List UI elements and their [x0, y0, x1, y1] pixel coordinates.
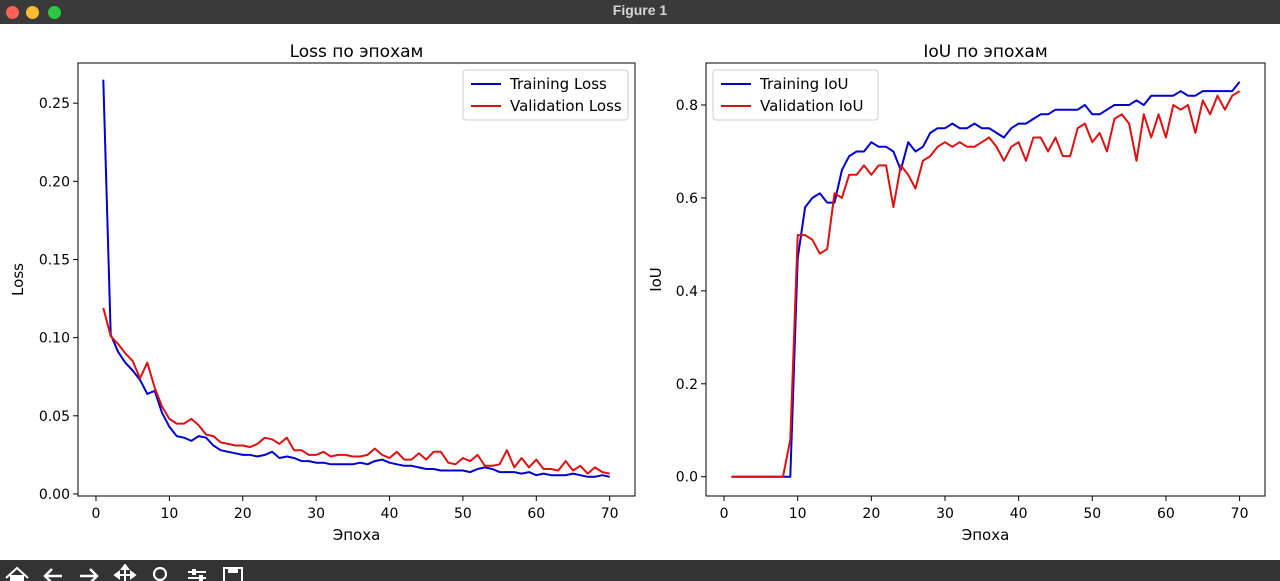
window-title: Figure 1	[612, 2, 668, 18]
iou-x-tick-label: 20	[862, 506, 880, 522]
loss-chart-title: Loss по эпохам	[290, 42, 424, 62]
iou-legend-box	[712, 69, 879, 121]
iou-axes-frame	[705, 62, 1266, 497]
loss-y-tick-label: 0.05	[39, 409, 70, 425]
loss-legend-box	[462, 69, 629, 121]
loss-y-axis-label: Loss	[9, 263, 27, 296]
matplotlib-toolbar	[0, 560, 1280, 581]
iou-y-axis-label: IoU	[647, 267, 665, 292]
iou-x-tick-label: 60	[1157, 506, 1175, 522]
loss-y-tick-label: 0.25	[39, 96, 70, 112]
iou-chart-title: IoU по эпохам	[923, 42, 1047, 62]
loss-y-tick-label: 0.20	[39, 174, 70, 190]
loss-x-tick-label: 0	[92, 506, 101, 522]
window-close-button[interactable]	[6, 6, 19, 19]
home-icon[interactable]	[4, 564, 30, 581]
zoom-icon[interactable]	[148, 564, 174, 581]
iou-y-tick-label: 0.0	[676, 470, 698, 486]
window-minimize-button[interactable]	[26, 6, 39, 19]
loss-legend-label: Training Loss	[509, 75, 607, 93]
iou-x-tick-label: 30	[936, 506, 954, 522]
iou-y-tick-label: 0.2	[676, 377, 698, 393]
loss-x-tick-label: 30	[307, 506, 325, 522]
loss-x-tick-label: 20	[234, 506, 252, 522]
loss-x-tick-label: 10	[160, 506, 178, 522]
forward-arrow-icon[interactable]	[76, 564, 102, 581]
loss-y-tick-label: 0.00	[39, 487, 70, 503]
loss-x-tick-label: 60	[527, 506, 545, 522]
loss-x-axis-label: Эпоха	[333, 526, 381, 544]
loss-axes-frame	[77, 62, 636, 497]
iou-y-tick-label: 0.6	[676, 191, 698, 207]
iou-x-tick-label: 70	[1231, 506, 1249, 522]
save-icon[interactable]	[220, 564, 246, 581]
iou-legend-label: Training IoU	[759, 75, 849, 93]
loss-y-tick-label: 0.10	[39, 331, 70, 347]
iou-y-tick-label: 0.4	[676, 284, 698, 300]
loss-x-tick-label: 70	[601, 506, 619, 522]
window-maximize-button[interactable]	[48, 6, 61, 19]
window-titlebar: Figure 1	[0, 0, 1280, 24]
iou-x-tick-label: 10	[789, 506, 807, 522]
configure-subplots-icon[interactable]	[184, 564, 210, 581]
loss-y-tick-label: 0.15	[39, 252, 70, 268]
back-arrow-icon[interactable]	[40, 564, 66, 581]
loss-legend-label: Validation Loss	[510, 97, 622, 115]
pan-icon[interactable]	[112, 564, 138, 581]
loss-series-line-1	[102, 307, 610, 475]
loss-x-tick-label: 40	[381, 506, 399, 522]
iou-x-tick-label: 50	[1083, 506, 1101, 522]
iou-legend-label: Validation IoU	[760, 97, 863, 115]
iou-x-axis-label: Эпоха	[962, 526, 1010, 544]
iou-x-tick-label: 0	[720, 506, 729, 522]
iou-x-tick-label: 40	[1010, 506, 1028, 522]
iou-series-line-1	[731, 90, 1241, 478]
loss-series-line-0	[102, 79, 610, 478]
iou-series-line-0	[731, 81, 1241, 478]
iou-y-tick-label: 0.8	[676, 98, 698, 114]
loss-x-tick-label: 50	[454, 506, 472, 522]
